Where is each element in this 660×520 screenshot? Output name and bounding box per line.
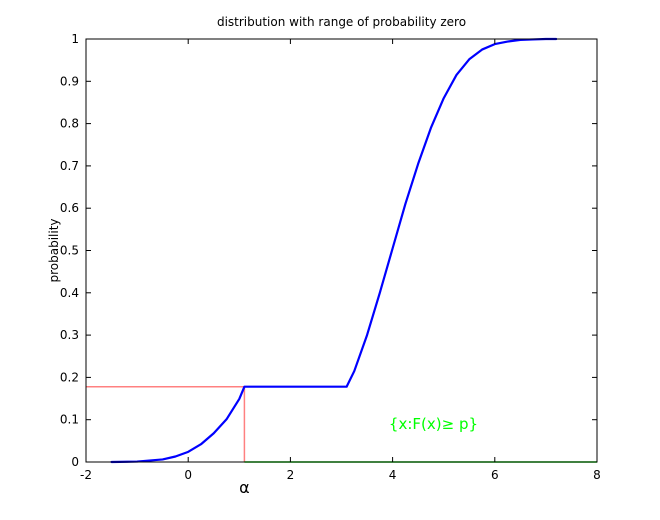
plot-area — [86, 39, 597, 462]
y-tick-label: 0.8 — [60, 117, 79, 131]
x-tick-label: 4 — [389, 468, 397, 482]
series-layer — [110, 37, 558, 464]
y-tick-label: 0.2 — [60, 370, 79, 384]
y-axis-label: probability — [47, 218, 61, 282]
x-tick-label: 2 — [287, 468, 295, 482]
alpha-label: α — [239, 478, 250, 497]
y-tick-label: 0.5 — [60, 244, 79, 258]
y-tick-label: 0.6 — [60, 201, 79, 215]
x-tick-label: 0 — [184, 468, 192, 482]
y-tick-label: 0.3 — [60, 328, 79, 342]
y-tick-label: 1 — [71, 32, 79, 46]
series-line-0 — [110, 37, 558, 464]
y-tick-label: 0.1 — [60, 413, 79, 427]
y-tick-label: 0 — [71, 455, 79, 469]
x-tick-label: 6 — [491, 468, 499, 482]
set-label-annotation: {x:F(x)≥ p} — [389, 415, 478, 433]
y-tick-label: 0.7 — [60, 159, 79, 173]
x-axis-ticks: -2 0 2 4 6 8 — [80, 39, 601, 482]
guide-lines — [86, 385, 246, 462]
y-tick-label: 0.4 — [60, 286, 79, 300]
y-tick-label: 0.9 — [60, 74, 79, 88]
y-axis-ticks: 0 0.1 0.2 0.3 0.4 0.5 0.6 0.7 0.8 0.9 1 — [60, 32, 597, 469]
x-tick-label: 8 — [593, 468, 601, 482]
chart-title: distribution with range of probability z… — [217, 15, 466, 29]
x-tick-label: -2 — [80, 468, 92, 482]
